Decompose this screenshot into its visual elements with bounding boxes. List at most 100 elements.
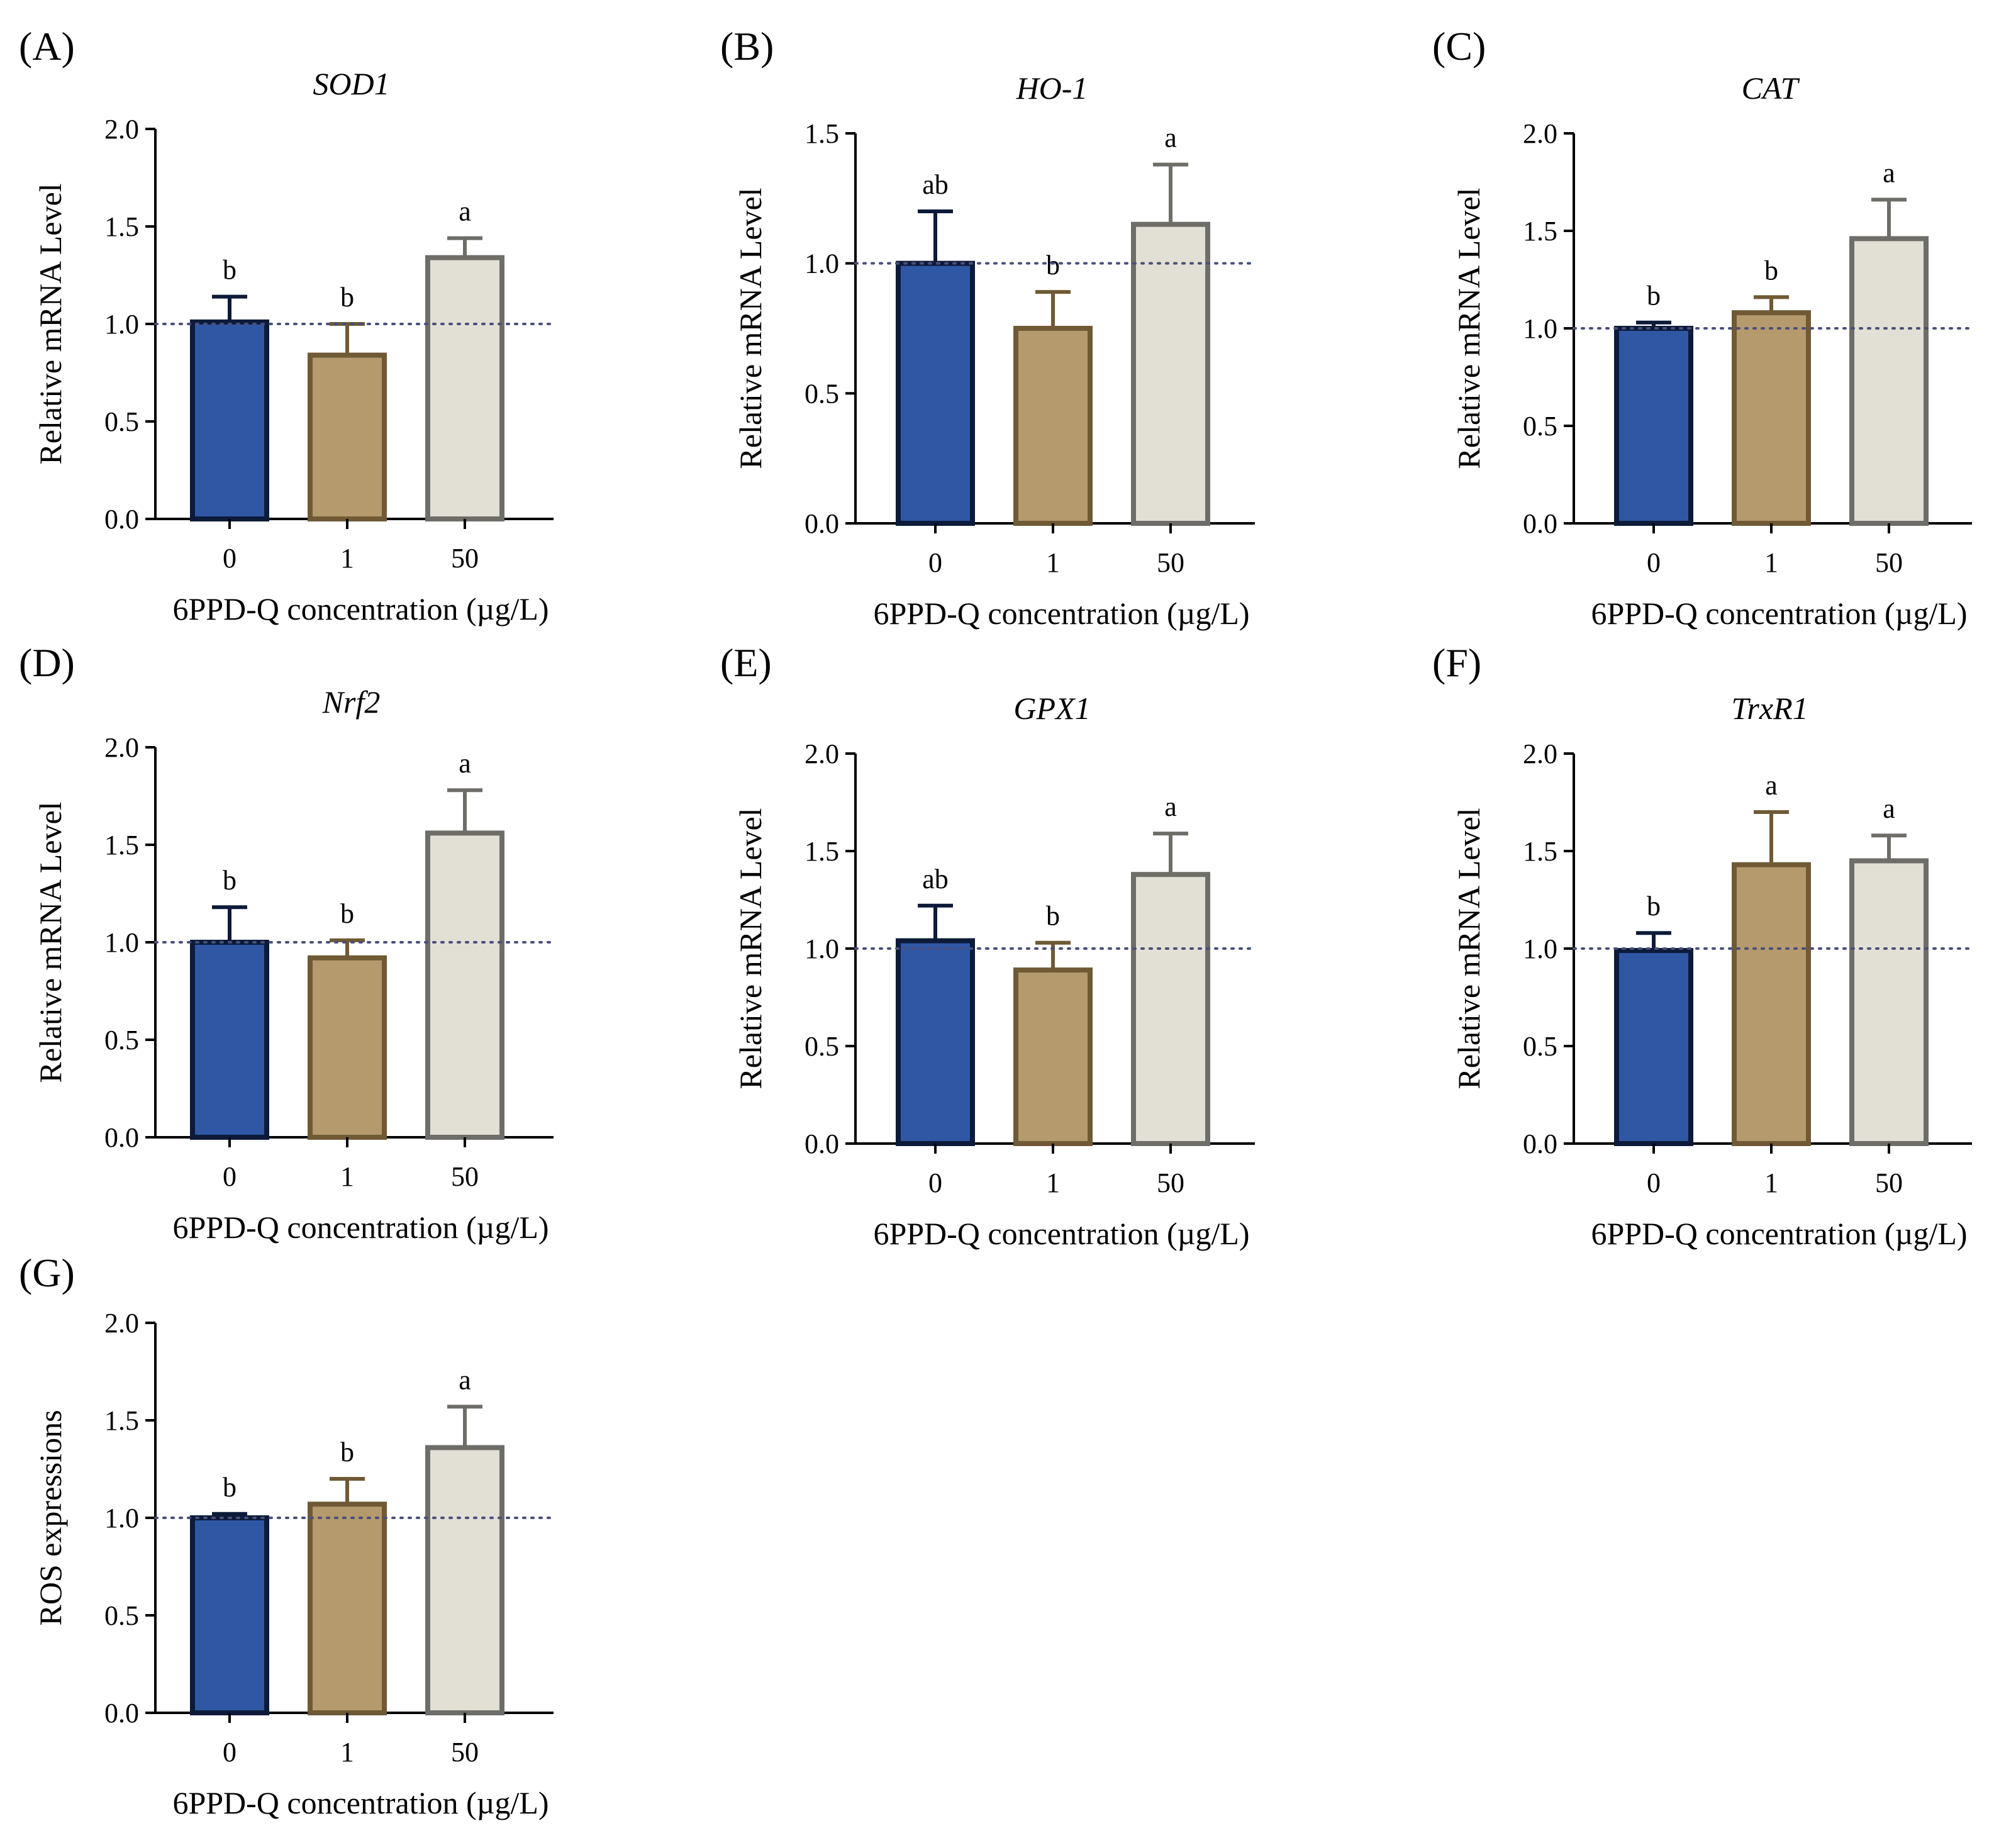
y-tick-label: 0.0 [1523,1128,1557,1159]
x-tick-label: 0 [928,1167,942,1198]
x-tick-label: 0 [928,547,942,578]
x-axis-label: 6PPD-Q concentration (µg/L) [172,591,549,627]
bar [896,938,975,1146]
chart-panel-a: (A) SOD1 0.0 0.5 1.0 1.5 2.0 Relative mRNA Leve… [19,24,555,627]
significance-letter: ab [922,864,949,894]
y-tick-label: 1.0 [1523,313,1557,344]
bar [1013,326,1093,526]
panel-title: TrxR1 [1731,691,1808,726]
x-tick-label: 0 [223,1737,237,1768]
significance-letter: b [340,1437,354,1468]
panel-label: (E) [720,640,772,685]
y-tick-label: 1.0 [104,309,139,340]
bar [1849,858,1929,1146]
x-tick-label: 50 [1875,547,1903,578]
x-tick-label: 1 [1764,1167,1778,1198]
panel-label: (D) [19,640,75,685]
significance-letter: a [1883,793,1895,824]
significance-letter: b [1046,250,1060,281]
significance-letter: a [1164,123,1177,153]
panel-title: HO-1 [1016,70,1088,106]
y-tick-label: 0.5 [104,1600,139,1631]
panel-title: CAT [1742,70,1800,106]
y-tick-label: 0.5 [1523,1031,1557,1062]
y-tick-label: 2.0 [805,738,839,769]
panel-label: (G) [19,1250,75,1295]
chart-panel-c: (C) CAT 0.0 0.5 1.0 1.5 2.0 Relative mRNA Level… [1432,24,1973,631]
y-axis-label: Relative mRNA Level [1451,808,1486,1089]
significance-letter: b [1764,255,1778,286]
y-tick-label: 1.0 [1523,933,1557,964]
panel-label: (F) [1432,640,1481,685]
x-tick-label: 1 [340,1737,354,1768]
bar [1614,326,1693,526]
y-axis-label: Relative mRNA Level [33,183,68,464]
significance-letter: a [459,1364,471,1395]
y-tick-label: 0.5 [104,406,139,437]
y-tick-label: 1.5 [805,118,839,149]
y-tick-label: 1.5 [1523,216,1557,247]
y-tick-label: 1.5 [104,1405,139,1436]
y-tick-label: 2.0 [104,732,139,763]
bar [308,352,387,521]
x-tick-label: 1 [1764,547,1778,578]
bar [1131,221,1210,526]
y-tick-label: 1.0 [104,1503,139,1534]
y-tick-label: 2.0 [104,114,139,145]
y-tick-label: 2.0 [1523,738,1557,769]
x-tick-label: 0 [1647,547,1661,578]
y-tick-label: 0.0 [805,1128,839,1159]
x-tick-label: 50 [1875,1167,1903,1198]
significance-letter: ab [922,169,949,200]
y-tick-label: 0.5 [104,1025,139,1055]
significance-letter: a [459,748,471,779]
chart-panel-d: (D) Nrf2 0.0 0.5 1.0 1.5 2.0 Relative mRNA Leve… [19,640,555,1245]
panel-label: (C) [1432,24,1486,69]
x-axis-label: 6PPD-Q concentration (µg/L) [873,1216,1249,1251]
chart-panel-f: (F) TrxR1 0.0 0.5 1.0 1.5 2.0 Relative mRNA Lev… [1432,640,1973,1251]
panel-title: Nrf2 [322,684,381,720]
x-tick-label: 50 [451,1161,479,1192]
significance-letter: b [1647,891,1661,922]
bar [308,955,387,1140]
x-axis-label: 6PPD-Q concentration (µg/L) [873,596,1249,631]
y-tick-label: 1.0 [805,248,839,279]
x-axis-label: 6PPD-Q concentration (µg/L) [1591,1216,1967,1251]
y-tick-label: 1.5 [104,830,139,861]
y-tick-label: 0.5 [805,1031,839,1062]
significance-letter: b [223,865,237,896]
y-tick-label: 0.0 [1523,508,1557,539]
y-tick-label: 1.5 [805,836,839,867]
bar [425,255,504,521]
x-tick-label: 50 [451,1737,479,1768]
y-tick-label: 0.0 [805,508,839,539]
bar [190,940,269,1140]
y-tick-label: 0.5 [1523,411,1557,442]
bar [1131,872,1210,1146]
bar [190,319,269,521]
y-tick-label: 1.0 [104,927,139,958]
y-tick-label: 1.5 [1523,836,1557,867]
significance-letter: b [340,282,354,313]
bar [896,260,975,526]
bar [1013,967,1093,1146]
y-tick-label: 1.5 [104,211,139,242]
significance-letter: b [223,255,237,286]
significance-letter: a [1883,157,1895,188]
bar [1732,862,1811,1146]
y-tick-label: 0.5 [805,378,839,409]
y-tick-label: 0.0 [104,504,139,535]
significance-letter: b [1046,901,1060,932]
significance-letter: a [459,196,471,227]
x-tick-label: 1 [1046,547,1060,578]
significance-letter: b [1647,281,1661,311]
x-axis-label: 6PPD-Q concentration (µg/L) [172,1785,549,1820]
y-tick-label: 1.0 [805,933,839,964]
x-tick-label: 0 [223,543,237,574]
x-tick-label: 50 [1157,547,1184,578]
y-tick-label: 0.0 [104,1698,139,1729]
y-tick-label: 2.0 [1523,118,1557,149]
panel-title: GPX1 [1013,691,1090,726]
x-tick-label: 0 [1647,1167,1661,1198]
